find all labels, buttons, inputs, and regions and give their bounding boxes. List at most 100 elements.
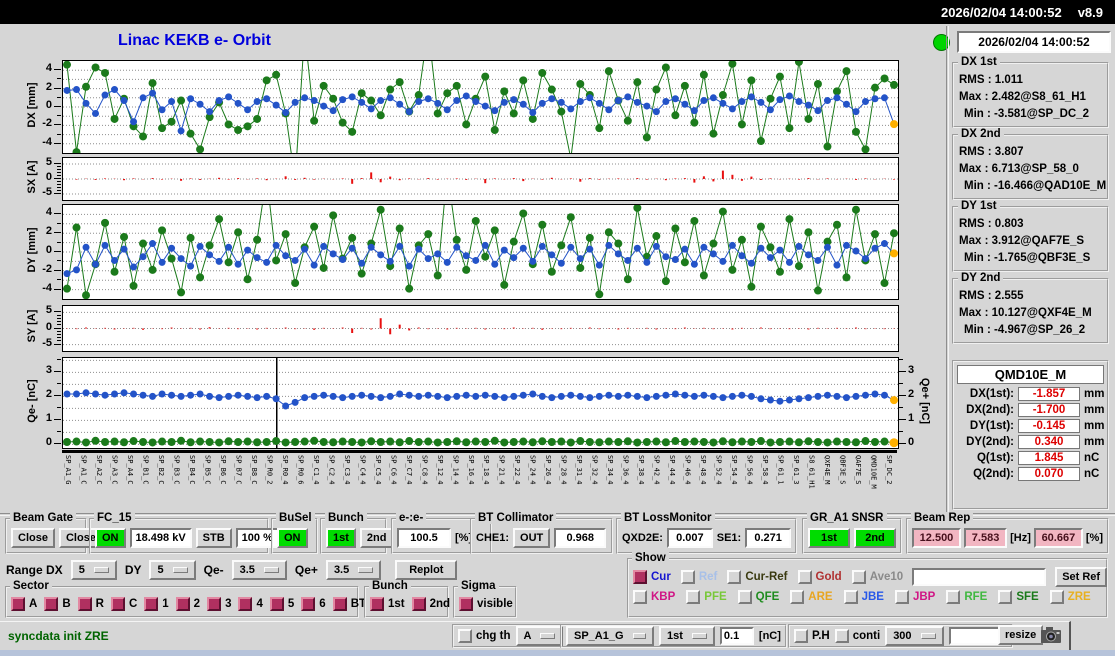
che1-out-button[interactable]: OUT [513,527,551,548]
beam-rep-hz-unit: [Hz] [1010,531,1031,544]
show-gold-checkbox[interactable]: Gold [797,570,842,584]
show-group: Show Cur Ref Cur-Ref Gold Ave10 Set Ref KBP P… [627,552,1108,618]
snsr-2nd-button[interactable]: 2nd [854,527,896,548]
set-ref-button[interactable]: Set Ref [1055,567,1108,587]
bpm-name-label: SP_R0_2 [265,455,274,485]
show-cur-checkbox[interactable]: Cur [633,570,671,584]
show-cur-ref-checkbox[interactable]: Cur-Ref [727,570,788,584]
bpm-name-label: QXF4E_M [823,455,832,485]
ph-checkbox[interactable]: P.H [794,629,830,643]
bpm-name-label: SP_61_3 [792,455,801,485]
dropdown-indicator-icon [920,633,936,639]
sector-5-checkbox[interactable]: 5 [269,596,295,611]
fc15-stb-button[interactable]: STB [195,527,232,548]
fc15-group: FC_15 ON 18.498 kV STB 100 % [89,512,279,554]
sector-a-checkbox[interactable]: A [11,596,37,611]
range-dy-dropdown[interactable]: 5 [149,560,196,580]
threshold-unit: [nC] [758,630,781,642]
sector-4-checkbox[interactable]: 4 [238,596,263,611]
checkbox-icon [269,596,284,611]
show-pfe-checkbox[interactable]: PFE [686,590,727,604]
vertical-divider [946,26,949,512]
bpm-name-label: SP_28_4 [559,455,568,485]
bunch-select-dropdown[interactable]: 1st [659,626,715,646]
bpm-name-label: SP_C6_4 [389,455,398,485]
show-label: JBP [912,591,936,603]
sector-b-checkbox[interactable]: B [44,596,71,611]
show-are-checkbox[interactable]: ARE [790,590,833,604]
show-ref-checkbox[interactable]: Ref [680,570,718,584]
show-label: KBP [651,591,676,603]
dx2-rms: 3.807 [994,146,1024,158]
count-dropdown[interactable]: 300 [885,626,944,646]
monitor-row-label: DY(1st): [969,420,1014,432]
ee-ratio-readout: 100.5 [397,527,451,548]
fc15-on-button[interactable]: ON [95,527,126,548]
sector-bt-checkbox[interactable]: BT [332,596,367,611]
show-qfe-checkbox[interactable]: QFE [737,590,779,604]
checkbox-icon [894,590,909,604]
threshold-input[interactable] [719,627,754,645]
checkbox-icon [11,596,25,611]
snsr-1st-button[interactable]: 1st [808,527,850,548]
resize-button[interactable]: resize [998,625,1044,645]
sector-label: 2 [193,597,201,610]
bunch-select-1st-checkbox[interactable]: 1st [370,596,405,611]
bpm-name-label: SP_52_4 [714,455,723,485]
monitor-row-value: -1.700 [1018,403,1080,417]
beam-gate-close-1-button[interactable]: Close [11,527,55,548]
sy-yaxis: 5 0 -5 [33,304,61,350]
bpm-name-label: SP_C2_4 [327,455,336,485]
sector-label: BT [350,597,367,610]
show-jbp-checkbox[interactable]: JBP [894,590,936,604]
monitor-row-label: Q(1st): [976,452,1014,464]
sector-label: 5 [287,597,295,610]
bpm-name-label: SP_31_4 [575,455,584,485]
sigma-label: visible [477,597,513,610]
ref-file-input[interactable] [912,568,1047,586]
sector-3-checkbox[interactable]: 3 [207,596,231,611]
range-qe-plus-dropdown[interactable]: 3.5 [325,560,382,580]
bpm-select-dropdown[interactable]: SP_A1_G [566,626,654,646]
sector-6-checkbox[interactable]: 6 [301,596,326,611]
bunch-1st-button[interactable]: 1st [326,527,356,548]
sigma-visible-checkbox[interactable]: visible [459,596,513,611]
monitor-row-label: DY(2nd): [966,436,1014,448]
dy-orbit-plot [62,204,899,300]
checkbox-icon [834,629,849,643]
camera-icon[interactable] [1040,626,1062,649]
bpm-name-label: SP_42_4 [652,455,661,485]
bunch-group: Bunch 1st 2nd [320,512,394,554]
monitor-row-unit: nC [1084,452,1100,464]
sector-1-checkbox[interactable]: 1 [144,596,169,611]
bpm-name-label: SP_C4_4 [358,455,367,485]
busel-on-button[interactable]: ON [277,527,308,548]
bpm-select-group: SP_A1_G 1st [nC] [560,624,787,648]
show-ave10-checkbox[interactable]: Ave10 [851,570,903,584]
show-kbp-checkbox[interactable]: KBP [633,590,675,604]
show-rfe-checkbox[interactable]: RFE [946,590,987,604]
range-dx-dropdown[interactable]: 5 [70,560,117,580]
replot-button[interactable]: Replot [395,560,458,580]
sector-r-checkbox[interactable]: R [77,596,104,611]
sector-2-checkbox[interactable]: 2 [175,596,201,611]
chg-th-dropdown[interactable]: A [515,626,564,646]
status-message: syncdata init ZRE [8,629,109,643]
show-jbe-checkbox[interactable]: JBE [843,590,884,604]
chg-th-checkbox[interactable]: chg th [458,629,511,643]
conti-checkbox[interactable]: conti [834,629,880,643]
sector-c-checkbox[interactable]: C [110,596,137,611]
monitor-row-unit: mm [1084,388,1105,400]
checkbox-icon [1049,590,1064,604]
show-zre-checkbox[interactable]: ZRE [1049,590,1091,604]
monitor-row: DX(2nd): -1.700 mm [957,403,1104,417]
bunch-select-2nd-checkbox[interactable]: 2nd [411,596,450,611]
beam-gate-close-2-button[interactable]: Close [58,527,103,548]
bunch-2nd-button[interactable]: 2nd [359,527,394,548]
show-sfe-checkbox[interactable]: SFE [998,590,1039,604]
show-label: Ref [698,571,718,583]
show-label: Gold [815,571,842,583]
range-qe-minus-dropdown[interactable]: 3.5 [231,560,287,580]
